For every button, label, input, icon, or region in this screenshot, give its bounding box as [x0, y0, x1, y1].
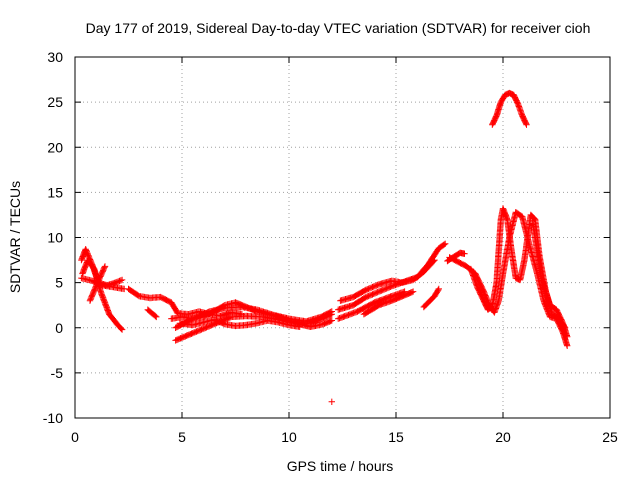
data-points: [467, 205, 569, 331]
y-tick-label: -10: [43, 410, 63, 426]
data-track: [176, 316, 303, 330]
x-axis-label: GPS time / hours: [287, 458, 394, 474]
data-track: [489, 89, 530, 128]
data-points: [172, 303, 335, 331]
data-points: [144, 306, 160, 321]
data-track: [420, 285, 442, 311]
x-tick-label: 15: [388, 429, 404, 445]
data-points: [86, 263, 109, 304]
data-track: [86, 263, 109, 304]
y-tick-label: 5: [55, 275, 63, 291]
axis-ticks: 0 5 10 15 20 25 -10 -5 0 5 10 15 20 25 30: [43, 49, 618, 445]
y-axis-label: SDTVAR / TECUs: [7, 181, 23, 293]
data-points: [176, 316, 303, 330]
data-points: [420, 285, 442, 311]
x-tick-label: 0: [71, 429, 79, 445]
data-track: [144, 306, 160, 321]
y-tick-label: 15: [47, 184, 63, 200]
y-tick-label: 10: [47, 230, 63, 246]
x-tick-label: 25: [602, 429, 618, 445]
y-tick-label: 25: [47, 94, 63, 110]
data-track: [337, 256, 438, 304]
x-tick-label: 20: [495, 429, 511, 445]
data-track: [335, 288, 408, 322]
y-tick-label: 30: [47, 49, 63, 65]
y-tick-label: -5: [51, 365, 64, 381]
data-track: [172, 303, 335, 331]
data-points: [529, 220, 571, 340]
x-tick-label: 10: [281, 429, 297, 445]
data-track: [529, 220, 571, 340]
data-track: [360, 288, 417, 318]
data-track: [467, 205, 569, 331]
data-marks: [78, 89, 571, 405]
data-points: [337, 256, 438, 304]
y-tick-label: 20: [47, 139, 63, 155]
data-track: [328, 398, 335, 405]
chart-title: Day 177 of 2019, Sidereal Day-to-day VTE…: [86, 20, 591, 36]
outlier-point: [328, 398, 335, 405]
x-tick-label: 5: [178, 429, 186, 445]
data-points: [489, 89, 530, 128]
data-points: [335, 288, 408, 322]
y-tick-label: 0: [55, 320, 63, 336]
grid-lines: [75, 57, 610, 418]
data-points: [360, 288, 417, 318]
